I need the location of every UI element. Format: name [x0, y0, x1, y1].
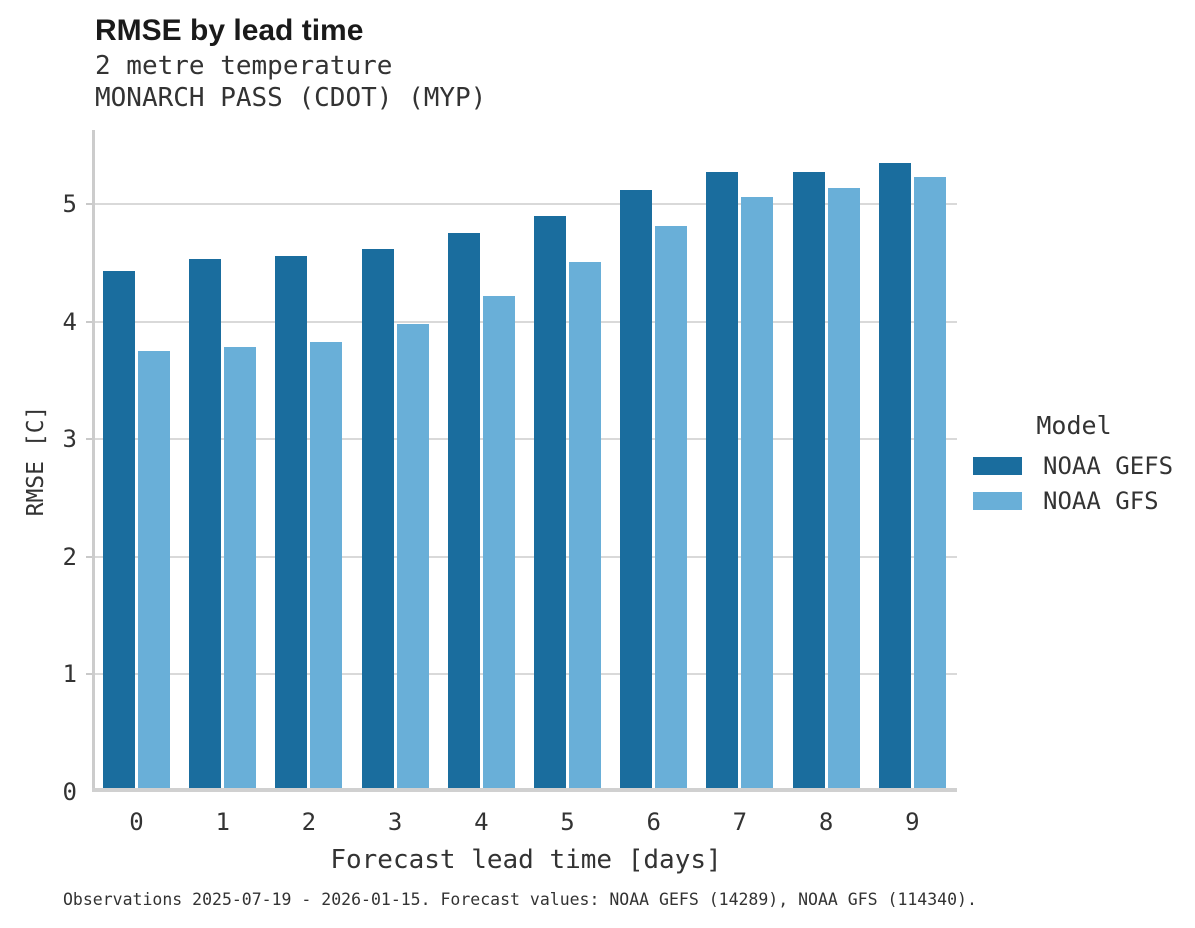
bar-noaa-gfs-lead7 [741, 196, 774, 788]
bar-noaa-gfs-lead8 [827, 187, 860, 788]
bar-noaa-gfs-lead5 [569, 261, 601, 788]
x-tick-label-2: 2 [301, 808, 317, 836]
bar-noaa-gefs-lead5 [534, 215, 566, 788]
bar-noaa-gfs-lead2 [310, 341, 343, 788]
bar-noaa-gfs-lead3 [396, 323, 429, 788]
x-tick-label-3: 3 [387, 808, 403, 836]
gridline-y3 [95, 438, 957, 441]
y-axis-title: RMSE [C] [23, 405, 49, 517]
y-tick-mark-2 [86, 555, 92, 558]
bar-noaa-gefs-lead6 [620, 189, 653, 788]
x-tick-label-1: 1 [215, 808, 230, 836]
y-tick-mark-5 [86, 203, 92, 205]
y-tick-label-5: 5 [62, 190, 77, 218]
y-axis-line [92, 130, 95, 792]
y-tick-label-0: 0 [62, 778, 77, 806]
bar-noaa-gfs-lead4 [482, 295, 515, 788]
legend-swatch-noaa-gfs [973, 491, 1022, 510]
y-tick-mark-4 [86, 320, 92, 323]
subtitle-variable: 2 metre temperature [95, 51, 393, 81]
x-axis-line [92, 788, 957, 792]
bar-noaa-gefs-lead2 [275, 255, 308, 788]
x-tick-label-0: 0 [129, 808, 144, 836]
bar-noaa-gefs-lead1 [189, 259, 222, 788]
bar-noaa-gefs-lead8 [792, 172, 825, 788]
x-tick-label-6: 6 [646, 808, 661, 836]
x-tick-label-7: 7 [732, 808, 748, 836]
gridline-y1 [95, 673, 957, 676]
bar-noaa-gfs-lead0 [138, 351, 170, 788]
y-tick-label-1: 1 [62, 660, 77, 689]
y-tick-label-4: 4 [62, 307, 77, 336]
x-tick-label-5: 5 [560, 808, 575, 836]
legend-label-noaa-gefs: NOAA GEFS [1043, 451, 1174, 480]
x-tick-label-4: 4 [474, 808, 489, 836]
bar-noaa-gefs-lead0 [103, 271, 135, 788]
gridline-y4 [95, 320, 957, 323]
x-tick-label-8: 8 [818, 808, 834, 836]
caption: Observations 2025-07-19 - 2026-01-15. Fo… [63, 890, 977, 909]
legend-title: Model [1036, 411, 1112, 440]
chart-title: RMSE by lead time [95, 14, 364, 47]
y-tick-mark-3 [86, 438, 92, 441]
subtitle-station: MONARCH PASS (CDOT) (MYP) [95, 83, 487, 113]
bar-noaa-gfs-lead1 [224, 347, 257, 788]
y-tick-label-3: 3 [62, 425, 77, 454]
gridline-y5 [95, 203, 957, 205]
bar-noaa-gefs-lead9 [878, 162, 911, 788]
chart-subtitle: 2 metre temperature MONARCH PASS (CDOT) … [95, 50, 486, 114]
bar-noaa-gefs-lead7 [706, 172, 739, 788]
legend-item-noaa-gfs: NOAA GFS [973, 483, 1175, 518]
legend-swatch-noaa-gefs [973, 456, 1022, 475]
gridline-y2 [95, 555, 957, 558]
bar-noaa-gfs-lead6 [655, 226, 688, 788]
y-tick-mark-1 [86, 673, 92, 676]
bar-noaa-gefs-lead3 [361, 248, 394, 788]
legend-item-noaa-gefs: NOAA GEFS [973, 448, 1175, 483]
legend: Model NOAA GEFS NOAA GFS [973, 412, 1175, 518]
legend-label-noaa-gfs: NOAA GFS [1043, 486, 1159, 515]
bar-noaa-gefs-lead4 [447, 233, 480, 788]
x-axis-title: Forecast lead time [days] [330, 845, 722, 875]
y-tick-label-2: 2 [62, 542, 77, 571]
plot-area: 0 1 2 3 4 5 [63, 130, 957, 806]
bar-noaa-gfs-lead9 [913, 176, 946, 788]
x-tick-label-9: 9 [905, 808, 920, 836]
